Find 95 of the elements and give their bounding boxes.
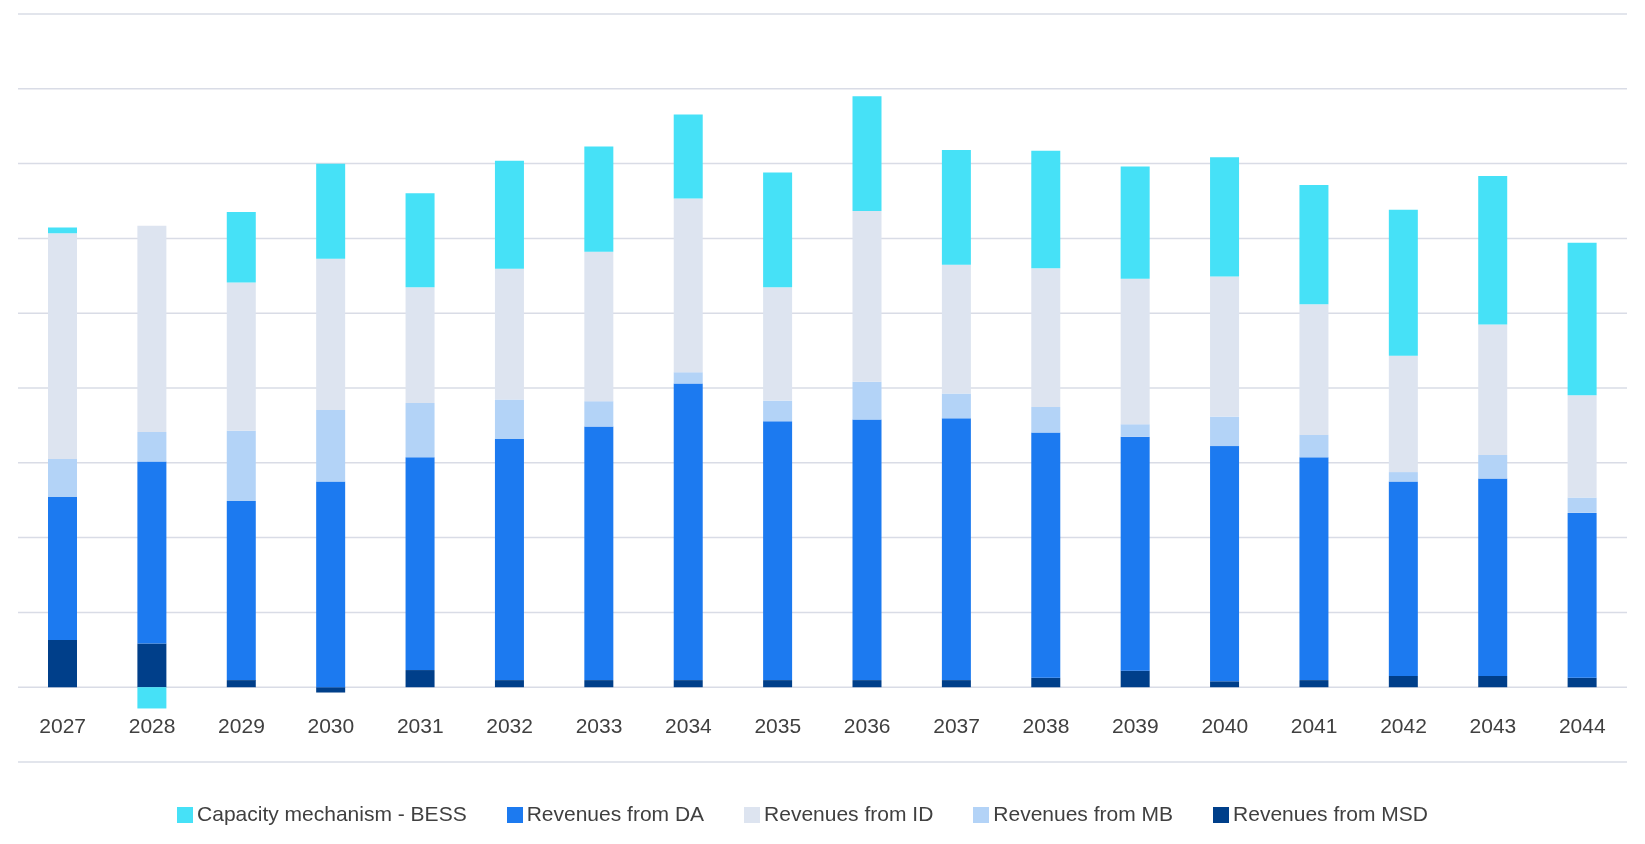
bar — [763, 172, 793, 288]
bar — [48, 459, 77, 497]
bar — [1567, 677, 1597, 688]
bar — [852, 381, 882, 420]
x-tick-label: 2034 — [665, 713, 713, 737]
bar — [316, 163, 346, 259]
bar — [1299, 184, 1329, 305]
bar — [137, 643, 167, 688]
x-tick-label: 2040 — [1201, 713, 1249, 737]
bar — [584, 146, 614, 252]
bar — [226, 501, 256, 681]
legend-label: Revenues from ID — [764, 802, 934, 825]
bar — [1478, 176, 1508, 325]
bar — [1031, 407, 1061, 433]
bar — [1299, 457, 1329, 681]
bar — [1031, 432, 1061, 678]
bar — [1388, 472, 1418, 482]
bar — [1388, 675, 1418, 688]
bar — [48, 639, 77, 688]
bar — [405, 670, 435, 688]
bar — [673, 680, 703, 688]
bar — [584, 426, 614, 681]
bar — [1210, 416, 1240, 447]
x-tick-label: 2030 — [307, 713, 355, 737]
x-tick-label: 2028 — [128, 713, 176, 737]
bar — [1478, 675, 1508, 688]
bar — [1120, 436, 1150, 671]
x-tick-label: 2038 — [1022, 713, 1070, 737]
bar — [941, 680, 971, 688]
legend-label: Revenues from MB — [993, 802, 1174, 825]
bar — [1031, 150, 1061, 269]
bar — [494, 399, 524, 440]
bar — [673, 383, 703, 681]
bar — [1299, 434, 1329, 458]
x-tick-label: 2029 — [218, 713, 265, 737]
x-tick-label: 2027 — [39, 713, 87, 737]
bar — [1210, 681, 1240, 688]
x-tick-label: 2044 — [1558, 713, 1606, 737]
x-tick-label: 2039 — [1112, 713, 1159, 737]
bar — [941, 393, 971, 419]
bar — [316, 481, 346, 688]
bar — [1031, 677, 1061, 688]
bar — [584, 680, 614, 688]
bar — [1478, 454, 1508, 479]
bar — [852, 680, 882, 688]
x-tick-label: 2033 — [575, 713, 623, 737]
bar — [494, 160, 524, 269]
x-tick-label: 2032 — [486, 713, 533, 737]
bar — [405, 457, 435, 671]
bar — [226, 212, 256, 283]
bar — [1120, 424, 1150, 437]
bar — [405, 402, 435, 458]
bar — [1210, 446, 1240, 682]
bar — [494, 439, 524, 681]
bar — [137, 687, 167, 709]
bar — [1388, 481, 1418, 676]
x-tick-label: 2042 — [1380, 713, 1427, 737]
bar — [1299, 680, 1329, 688]
bar — [137, 461, 167, 644]
bar — [1567, 497, 1597, 513]
x-tick-label: 2036 — [843, 713, 891, 737]
bar — [48, 227, 77, 234]
bar — [1567, 512, 1597, 678]
bar — [405, 193, 435, 288]
bar — [941, 418, 971, 681]
bar — [763, 400, 793, 422]
x-tick-label: 2043 — [1469, 713, 1517, 737]
bar — [1120, 670, 1150, 688]
x-tick-label: 2041 — [1290, 713, 1338, 737]
bar — [852, 419, 882, 681]
x-tick-label: 2031 — [396, 713, 444, 737]
legend-label: Revenues from MSD — [1233, 802, 1428, 825]
x-tick-label: 2037 — [933, 713, 980, 737]
bar — [1567, 242, 1597, 396]
bar — [763, 680, 793, 688]
bar — [137, 431, 167, 462]
x-tick-label: 2035 — [754, 713, 802, 737]
bar — [673, 114, 703, 199]
bar — [316, 410, 346, 482]
bar — [226, 430, 256, 502]
bar — [494, 680, 524, 688]
bar — [48, 496, 77, 640]
bar — [316, 687, 346, 693]
bar — [1478, 478, 1508, 676]
bar — [673, 372, 703, 384]
legend-label: Revenues from DA — [526, 802, 705, 825]
bar — [584, 401, 614, 427]
bar — [763, 421, 793, 681]
bar — [1120, 166, 1150, 279]
bar — [852, 96, 882, 211]
bar — [226, 680, 256, 688]
legend-label: Capacity mechanism - BESS — [197, 802, 467, 825]
bar — [1210, 157, 1240, 277]
bar — [941, 150, 971, 265]
bar — [1388, 209, 1418, 356]
